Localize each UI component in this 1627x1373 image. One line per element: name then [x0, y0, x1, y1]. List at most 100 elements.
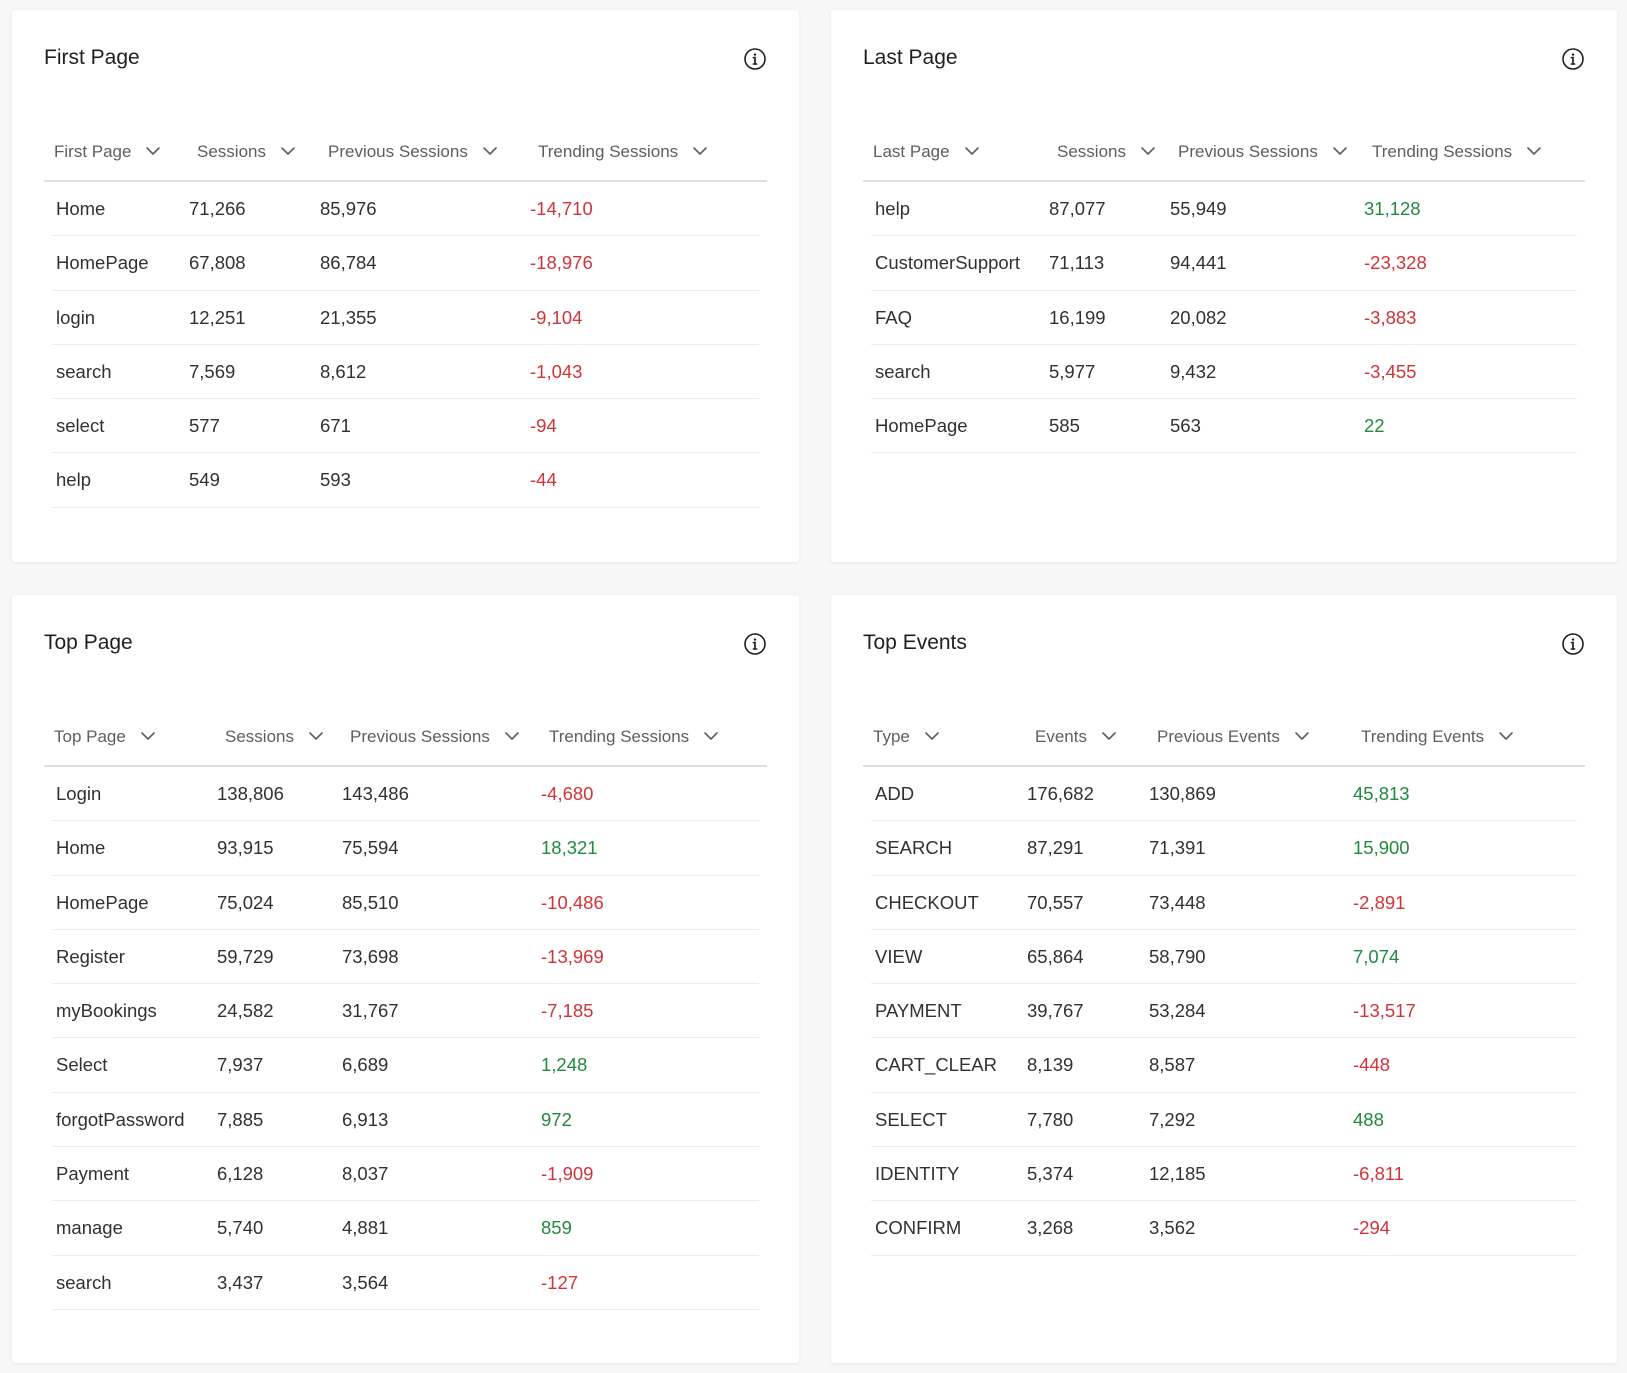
- chevron-down-icon[interactable]: [145, 143, 161, 159]
- table-row[interactable]: CART_CLEAR 8,139 8,587 -448: [871, 1038, 1577, 1093]
- table-row[interactable]: HomePage 585 563 22: [871, 399, 1577, 454]
- table-row[interactable]: help 549 593 -44: [52, 453, 759, 508]
- column-header-type[interactable]: Type: [873, 707, 940, 767]
- table-row[interactable]: help 87,077 55,949 31,128: [871, 182, 1577, 237]
- table-row[interactable]: PAYMENT 39,767 53,284 -13,517: [871, 984, 1577, 1039]
- column-header-trending-sessions[interactable]: Trending Sessions: [549, 707, 719, 767]
- table-row[interactable]: search 5,977 9,432 -3,455: [871, 345, 1577, 400]
- chevron-down-icon[interactable]: [692, 143, 708, 159]
- cell-trending-sessions: -1,909: [541, 1163, 594, 1185]
- table-row[interactable]: select 577 671 -94: [52, 399, 759, 454]
- chevron-down-icon[interactable]: [482, 143, 498, 159]
- cell-sessions: 71,113: [1049, 252, 1105, 274]
- chevron-down-icon[interactable]: [703, 728, 719, 744]
- info-icon[interactable]: [1561, 632, 1585, 656]
- chevron-down-icon[interactable]: [1294, 728, 1310, 744]
- table-row[interactable]: myBookings 24,582 31,767 -7,185: [52, 984, 759, 1039]
- cell-top-page: search: [56, 1271, 112, 1293]
- cell-sessions: 5,977: [1049, 360, 1096, 382]
- chevron-down-icon[interactable]: [504, 728, 520, 744]
- column-header-top-page[interactable]: Top Page: [54, 707, 156, 767]
- cell-sessions: 75,024: [217, 891, 274, 913]
- cell-first-page: search: [56, 360, 112, 382]
- column-header-last-page[interactable]: Last Page: [873, 122, 980, 182]
- cell-first-page: select: [56, 415, 105, 437]
- column-header-sessions[interactable]: Sessions: [1057, 122, 1156, 182]
- table-row[interactable]: Register 59,729 73,698 -13,969: [52, 930, 759, 985]
- column-header-sessions[interactable]: Sessions: [225, 707, 324, 767]
- table-row[interactable]: CHECKOUT 70,557 73,448 -2,891: [871, 876, 1577, 930]
- cell-previous-events: 58,790: [1149, 945, 1206, 967]
- chevron-down-icon[interactable]: [1101, 728, 1117, 744]
- table-row[interactable]: Login 138,806 143,486 -4,680: [52, 767, 759, 822]
- cell-events: 70,557: [1027, 891, 1084, 913]
- cell-previous-sessions: 8,037: [342, 1163, 389, 1185]
- table-row[interactable]: Select 7,937 6,689 1,248: [52, 1038, 759, 1093]
- cell-previous-sessions: 593: [320, 469, 351, 491]
- column-header-trending-sessions[interactable]: Trending Sessions: [538, 122, 708, 182]
- table-row[interactable]: VIEW 65,864 58,790 7,074: [871, 930, 1577, 985]
- chevron-down-icon[interactable]: [924, 728, 940, 744]
- column-header-first-page[interactable]: First Page: [54, 122, 161, 182]
- table-row[interactable]: Home 93,915 75,594 18,321: [52, 821, 759, 876]
- top-page-card: Top Page Top Page Sessions Previous Session…: [12, 595, 799, 1363]
- chevron-down-icon[interactable]: [280, 143, 296, 159]
- cell-trending-sessions: -10,486: [541, 891, 604, 913]
- table-row[interactable]: CONFIRM 3,268 3,562 -294: [871, 1201, 1577, 1256]
- table-row[interactable]: HomePage 67,808 86,784 -18,976: [52, 236, 759, 291]
- cell-first-page: login: [56, 306, 96, 328]
- column-header-previous-sessions[interactable]: Previous Sessions: [1178, 122, 1348, 182]
- card-title: First Page: [44, 46, 140, 69]
- cell-sessions: 585: [1049, 415, 1080, 437]
- cell-type: CHECKOUT: [875, 891, 979, 913]
- table-body: Login 138,806 143,486 -4,680 Home 93,915 75,59…: [44, 767, 767, 1310]
- column-header-previous-sessions[interactable]: Previous Sessions: [328, 122, 498, 182]
- table-row[interactable]: Payment 6,128 8,037 -1,909: [52, 1147, 759, 1202]
- table-row[interactable]: FAQ 16,199 20,082 -3,883: [871, 291, 1577, 345]
- table-row[interactable]: search 7,569 8,612 -1,043: [52, 345, 759, 400]
- table-body: ADD 176,682 130,869 45,813 SEARCH 87,291 71,39…: [863, 767, 1585, 1256]
- cell-previous-sessions: 94,441: [1170, 252, 1227, 274]
- cell-previous-sessions: 73,698: [342, 945, 399, 967]
- table-row[interactable]: ADD 176,682 130,869 45,813: [871, 767, 1577, 822]
- table-row[interactable]: IDENTITY 5,374 12,185 -6,811: [871, 1147, 1577, 1202]
- table-row[interactable]: login 12,251 21,355 -9,104: [52, 291, 759, 345]
- column-header-previous-sessions[interactable]: Previous Sessions: [350, 707, 520, 767]
- chevron-down-icon[interactable]: [308, 728, 324, 744]
- table-row[interactable]: search 3,437 3,564 -127: [52, 1256, 759, 1310]
- column-header-events[interactable]: Events: [1035, 707, 1117, 767]
- table-row[interactable]: manage 5,740 4,881 859: [52, 1201, 759, 1256]
- cell-previous-sessions: 21,355: [320, 306, 377, 328]
- info-icon[interactable]: [743, 632, 767, 656]
- table-row[interactable]: Home 71,266 85,976 -14,710: [52, 182, 759, 237]
- cell-type: SEARCH: [875, 837, 953, 859]
- chevron-down-icon[interactable]: [964, 143, 980, 159]
- last-page-card: Last Page Last Page Sessions Previous Sessi…: [831, 10, 1617, 562]
- cell-trending-sessions: -44: [530, 469, 557, 491]
- table-row[interactable]: CustomerSupport 71,113 94,441 -23,328: [871, 236, 1577, 291]
- column-header-trending-events[interactable]: Trending Events: [1361, 707, 1514, 767]
- cell-previous-events: 7,292: [1149, 1108, 1196, 1130]
- column-header-sessions[interactable]: Sessions: [197, 122, 296, 182]
- first-page-table: First Page Sessions Previous Sessions Trend…: [44, 122, 767, 508]
- table-header: Last Page Sessions Previous Sessions Trendi…: [863, 122, 1585, 182]
- info-icon[interactable]: [743, 47, 767, 71]
- column-header-label: Previous Sessions: [1178, 142, 1318, 161]
- column-header-trending-sessions[interactable]: Trending Sessions: [1372, 122, 1542, 182]
- table-row[interactable]: SELECT 7,780 7,292 488: [871, 1093, 1577, 1148]
- cell-last-page: FAQ: [875, 306, 913, 328]
- column-header-previous-events[interactable]: Previous Events: [1157, 707, 1310, 767]
- chevron-down-icon[interactable]: [1498, 728, 1514, 744]
- cell-top-page: myBookings: [56, 1000, 157, 1022]
- chevron-down-icon[interactable]: [140, 728, 156, 744]
- table-row[interactable]: SEARCH 87,291 71,391 15,900: [871, 821, 1577, 876]
- chevron-down-icon[interactable]: [1140, 143, 1156, 159]
- column-header-label: Sessions: [197, 142, 266, 161]
- cell-top-page: Register: [56, 945, 125, 967]
- chevron-down-icon[interactable]: [1332, 143, 1348, 159]
- table-row[interactable]: HomePage 75,024 85,510 -10,486: [52, 876, 759, 930]
- cell-last-page: CustomerSupport: [875, 252, 1020, 274]
- info-icon[interactable]: [1561, 47, 1585, 71]
- table-row[interactable]: forgotPassword 7,885 6,913 972: [52, 1093, 759, 1148]
- chevron-down-icon[interactable]: [1526, 143, 1542, 159]
